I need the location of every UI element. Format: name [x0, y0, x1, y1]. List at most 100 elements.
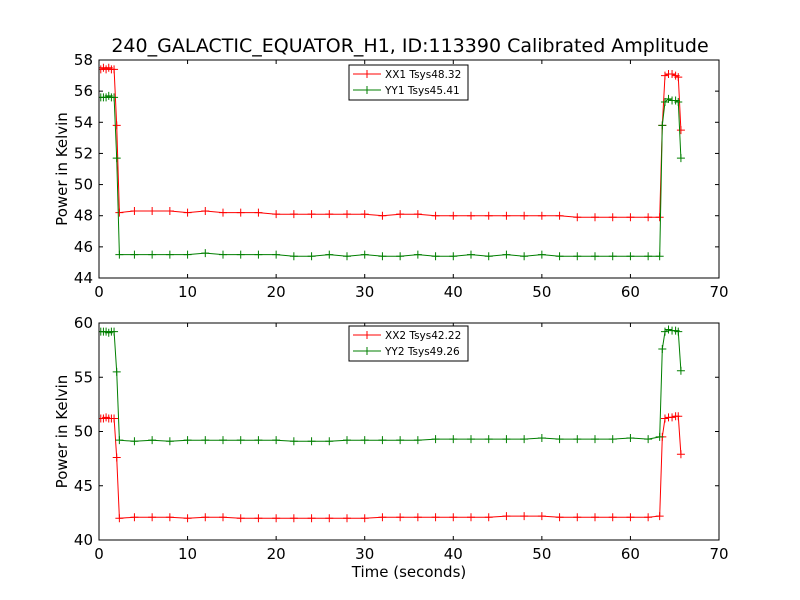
data-point — [307, 514, 316, 523]
data-point — [325, 514, 334, 523]
data-point — [325, 437, 334, 446]
data-point — [520, 211, 529, 220]
data-point — [676, 450, 685, 459]
data-point — [484, 252, 493, 261]
x-tick-label: 70 — [709, 545, 728, 563]
y-tick-label: 50 — [74, 423, 93, 441]
x-tick-label: 40 — [444, 545, 463, 563]
data-point — [413, 513, 422, 522]
data-point — [573, 435, 582, 444]
data-point — [360, 210, 369, 219]
data-point — [608, 435, 617, 444]
data-point — [148, 513, 157, 522]
data-point — [537, 211, 546, 220]
data-point — [343, 210, 351, 219]
x-tick-label: 0 — [94, 283, 104, 301]
data-point — [110, 65, 119, 74]
data-point — [343, 514, 351, 523]
data-point — [431, 513, 440, 522]
data-point — [219, 513, 227, 522]
data-point — [219, 436, 227, 445]
x-tick-label: 70 — [709, 283, 728, 301]
y-tick-label: 60 — [74, 314, 93, 332]
data-point — [378, 211, 387, 220]
chart-title: 240_GALACTIC_EQUATOR_H1, ID:113390 Calib… — [111, 35, 708, 57]
data-point — [307, 437, 316, 446]
data-point — [674, 412, 683, 421]
data-point — [626, 213, 635, 222]
data-point — [676, 126, 685, 135]
data-point — [484, 435, 493, 444]
data-point — [431, 252, 440, 261]
data-point — [148, 207, 157, 216]
data-point — [307, 252, 316, 261]
data-point — [608, 213, 617, 222]
data-point — [555, 435, 564, 444]
data-point — [115, 514, 124, 523]
x-tick-label: 30 — [355, 283, 374, 301]
data-point — [378, 252, 387, 261]
legend-marker — [363, 347, 371, 355]
data-point — [573, 513, 582, 522]
data-point — [183, 514, 192, 523]
plot-area — [99, 325, 685, 523]
data-point — [343, 436, 351, 445]
x-tick-label: 10 — [178, 545, 197, 563]
data-point — [608, 513, 617, 522]
data-point — [110, 327, 119, 336]
y-axis-label: Power in Kelvin — [53, 112, 71, 226]
y-tick-label: 52 — [74, 144, 93, 162]
data-point — [254, 514, 263, 523]
data-point — [626, 513, 635, 522]
data-point — [236, 250, 245, 259]
y-tick-label: 40 — [74, 531, 93, 549]
data-point — [449, 211, 458, 220]
data-point — [449, 252, 458, 261]
data-point — [591, 435, 599, 444]
data-point — [396, 252, 405, 261]
data-point — [130, 437, 139, 446]
data-point — [360, 250, 369, 259]
legend: XX2 Tsys42.22 YY2 Tsys49.26 — [348, 325, 469, 362]
data-point — [626, 434, 635, 443]
legend-entry: YY2 Tsys49.26 — [384, 346, 460, 358]
x-tick-label: 0 — [94, 545, 104, 563]
data-point — [289, 437, 298, 446]
data-point — [660, 414, 669, 423]
data-point — [130, 513, 139, 522]
data-point — [537, 250, 546, 259]
data-point — [165, 513, 174, 522]
legend-entry: YY1 Tsys45.41 — [384, 85, 460, 97]
data-point — [272, 514, 281, 523]
series-line-1 — [100, 67, 682, 218]
data-point — [555, 211, 564, 220]
data-point — [272, 250, 281, 259]
y-tick-label: 44 — [74, 269, 93, 287]
x-tick-label: 60 — [621, 283, 640, 301]
data-point — [573, 252, 582, 261]
x-tick-label: 20 — [267, 283, 286, 301]
data-point — [289, 210, 298, 219]
data-point — [130, 207, 139, 216]
data-point — [130, 250, 139, 259]
x-tick-label: 10 — [178, 283, 197, 301]
data-point — [668, 70, 677, 79]
data-point — [644, 213, 653, 222]
data-point — [591, 213, 599, 222]
data-point — [413, 210, 422, 219]
data-point — [110, 414, 119, 423]
x-tick-label: 50 — [532, 545, 551, 563]
data-point — [555, 513, 564, 522]
data-point — [396, 436, 405, 445]
axes-frame — [98, 59, 720, 279]
data-point — [378, 513, 387, 522]
data-point — [219, 208, 227, 217]
x-axis-label: Time (seconds) — [351, 563, 467, 581]
data-point — [413, 436, 422, 445]
data-point — [183, 208, 192, 217]
data-point — [289, 252, 298, 261]
legend-marker — [363, 331, 371, 339]
legend: XX1 Tsys48.32 YY1 Tsys45.41 — [348, 64, 469, 101]
x-tick-label: 20 — [267, 545, 286, 563]
